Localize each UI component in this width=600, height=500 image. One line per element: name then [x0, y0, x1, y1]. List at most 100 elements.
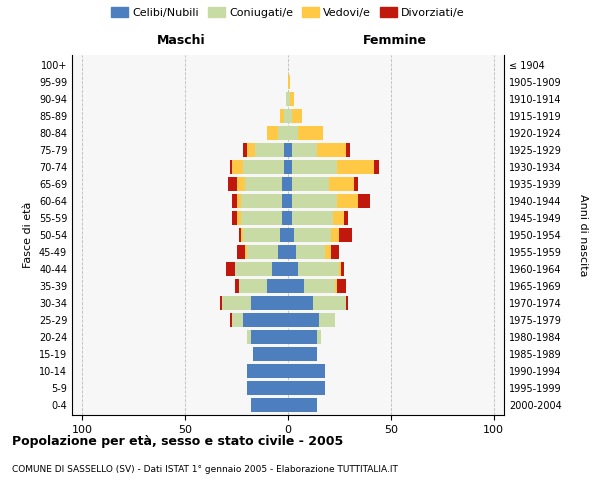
Bar: [236, 177, 245, 191]
Bar: [236, 194, 241, 208]
Bar: [292, 143, 317, 157]
Bar: [296, 245, 325, 259]
Bar: [280, 109, 284, 123]
Bar: [340, 228, 352, 242]
Bar: [236, 245, 245, 259]
Bar: [288, 228, 294, 242]
Bar: [286, 92, 288, 106]
Y-axis label: Fasce di età: Fasce di età: [23, 202, 33, 268]
Bar: [220, 296, 222, 310]
Bar: [298, 262, 340, 276]
Bar: [251, 398, 288, 412]
Bar: [288, 177, 292, 191]
Bar: [317, 143, 346, 157]
Bar: [230, 160, 232, 174]
Bar: [284, 160, 288, 174]
Bar: [245, 177, 282, 191]
Bar: [243, 160, 284, 174]
Bar: [292, 109, 302, 123]
Text: Maschi: Maschi: [157, 34, 205, 46]
Bar: [292, 211, 333, 225]
Bar: [247, 330, 251, 344]
Text: COMUNE DI SASSELLO (SV) - Dati ISTAT 1° gennaio 2005 - Elaborazione TUTTITALIA.I: COMUNE DI SASSELLO (SV) - Dati ISTAT 1° …: [12, 465, 398, 474]
Bar: [230, 313, 232, 327]
Bar: [288, 245, 296, 259]
Bar: [268, 126, 278, 140]
Bar: [304, 279, 335, 293]
Bar: [251, 330, 288, 344]
Bar: [241, 211, 282, 225]
Bar: [278, 245, 288, 259]
Bar: [292, 160, 337, 174]
Bar: [333, 211, 344, 225]
Bar: [290, 92, 294, 106]
Bar: [239, 279, 268, 293]
Bar: [358, 194, 370, 208]
Bar: [325, 245, 331, 259]
Bar: [288, 279, 304, 293]
Bar: [245, 245, 247, 259]
Bar: [294, 228, 331, 242]
Bar: [247, 364, 288, 378]
Bar: [239, 228, 241, 242]
Bar: [292, 194, 337, 208]
Bar: [235, 279, 239, 293]
Bar: [236, 211, 241, 225]
Bar: [243, 228, 280, 242]
Bar: [335, 279, 337, 293]
Bar: [288, 160, 292, 174]
Bar: [232, 211, 236, 225]
Bar: [288, 381, 325, 395]
Bar: [288, 194, 292, 208]
Bar: [374, 160, 379, 174]
Bar: [288, 75, 290, 89]
Bar: [235, 262, 272, 276]
Text: Popolazione per età, sesso e stato civile - 2005: Popolazione per età, sesso e stato civil…: [12, 435, 343, 448]
Bar: [241, 228, 243, 242]
Bar: [226, 262, 235, 276]
Bar: [243, 313, 288, 327]
Y-axis label: Anni di nascita: Anni di nascita: [578, 194, 589, 276]
Bar: [232, 194, 236, 208]
Bar: [282, 177, 288, 191]
Bar: [288, 126, 298, 140]
Bar: [288, 364, 325, 378]
Bar: [344, 211, 347, 225]
Bar: [337, 160, 374, 174]
Bar: [288, 211, 292, 225]
Bar: [241, 194, 282, 208]
Bar: [251, 296, 288, 310]
Bar: [341, 262, 344, 276]
Bar: [253, 347, 288, 361]
Bar: [337, 194, 358, 208]
Bar: [232, 160, 243, 174]
Bar: [255, 143, 284, 157]
Bar: [232, 313, 243, 327]
Bar: [282, 211, 288, 225]
Bar: [319, 313, 335, 327]
Bar: [298, 126, 323, 140]
Bar: [354, 177, 358, 191]
Bar: [292, 177, 329, 191]
Bar: [288, 262, 298, 276]
Bar: [288, 92, 290, 106]
Bar: [288, 398, 317, 412]
Bar: [313, 296, 346, 310]
Bar: [247, 143, 255, 157]
Bar: [222, 296, 251, 310]
Bar: [243, 143, 247, 157]
Bar: [331, 245, 340, 259]
Bar: [280, 228, 288, 242]
Bar: [331, 228, 340, 242]
Bar: [268, 279, 288, 293]
Bar: [317, 330, 321, 344]
Bar: [337, 279, 346, 293]
Bar: [247, 245, 278, 259]
Bar: [288, 296, 313, 310]
Bar: [288, 109, 292, 123]
Bar: [282, 194, 288, 208]
Bar: [346, 296, 347, 310]
Bar: [288, 330, 317, 344]
Bar: [278, 126, 288, 140]
Bar: [229, 177, 236, 191]
